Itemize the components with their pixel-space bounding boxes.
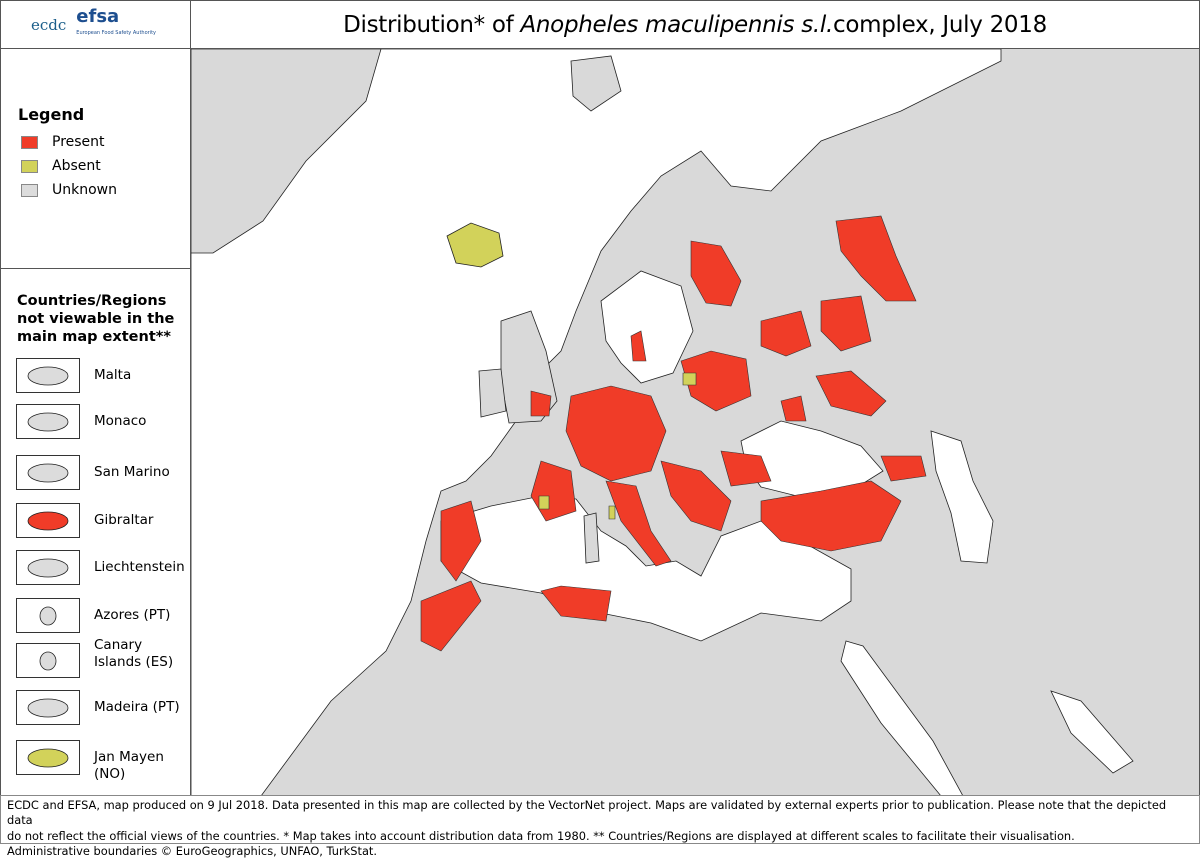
footer-line: ECDC and EFSA, map produced on 9 Jul 201… — [7, 798, 1167, 828]
title-prefix: Distribution* of — [343, 11, 514, 38]
region-ukraine — [780, 395, 807, 422]
ireland — [478, 368, 507, 418]
legend-label: Present — [52, 134, 105, 150]
legend-label: Unknown — [52, 182, 117, 198]
baltic-sea — [600, 270, 694, 384]
caspian-sea — [930, 430, 994, 564]
persian-gulf — [1050, 690, 1134, 774]
region-belarus — [680, 350, 752, 412]
inset-label: Monaco — [94, 413, 147, 429]
map-title: Distribution* of Anopheles maculipennis … — [190, 0, 1200, 49]
inset-madeira-pt — [16, 690, 80, 725]
footer-line: do not reflect the official views of the… — [7, 828, 1075, 843]
absent-regions — [538, 372, 697, 520]
region-italy — [605, 480, 672, 567]
region-turkey — [760, 480, 902, 552]
insets-panel: Countries/Regions not viewable in the ma… — [0, 268, 191, 796]
region-russia-central-2 — [820, 295, 872, 352]
inset-shape — [27, 698, 69, 718]
inset-label: Madeira (PT) — [94, 699, 180, 715]
legend-title: Legend — [18, 105, 85, 124]
red-sea — [840, 640, 963, 795]
region-morocco — [420, 580, 482, 652]
region-italy-absent — [608, 505, 616, 520]
inset-canary-islands-es — [16, 643, 80, 678]
logo-bar: ecdc efsa European Food Safety Authority — [0, 0, 191, 49]
region-central-europe — [565, 385, 667, 482]
seas — [191, 49, 1134, 795]
inset-jan-mayen-no — [16, 740, 80, 775]
region-russia-central-1 — [760, 310, 812, 357]
legend-item-present: Present — [18, 130, 190, 154]
footer-line: Administrative boundaries © EuroGeograph… — [7, 843, 378, 858]
inset-label: San Marino — [94, 464, 170, 480]
legend-label: Absent — [52, 158, 101, 174]
map-svg — [191, 49, 1134, 795]
inset-label: Liechtenstein — [94, 559, 185, 575]
insets-title: Countries/Regions not viewable in the ma… — [17, 293, 175, 345]
inset-shape — [27, 463, 69, 483]
inset-shape — [27, 558, 69, 578]
region-bulgaria-romania — [720, 450, 772, 487]
corsica-sardinia — [583, 512, 600, 564]
inset-san-marino — [16, 455, 80, 490]
region-north-russia — [835, 215, 917, 302]
iceland-absent — [446, 222, 504, 268]
greenland — [191, 49, 382, 254]
region-sweden — [630, 330, 647, 362]
inset-azores-pt — [16, 598, 80, 633]
legend: Legend Present Absent Unknown — [0, 48, 191, 269]
legend-item-absent: Absent — [18, 154, 190, 178]
inset-shape — [27, 412, 69, 432]
inset-label: Azores (PT) — [94, 607, 171, 623]
inset-label: Jan Mayen (NO) — [94, 749, 164, 782]
inset-malta — [16, 358, 80, 393]
inset-shape — [27, 511, 69, 531]
region-lithuania-absent — [682, 372, 697, 386]
inset-liechtenstein — [16, 550, 80, 585]
inset-gibraltar — [16, 503, 80, 538]
region-balkans — [660, 460, 732, 532]
present-swatch — [21, 135, 38, 149]
ecdc-logo: ecdc — [31, 15, 67, 34]
inset-shape — [27, 366, 69, 386]
region-iberia — [440, 500, 482, 582]
inset-shape — [27, 748, 69, 768]
region-russia-south — [815, 370, 887, 417]
region-france-absent — [538, 495, 550, 510]
region-algeria-tunisia — [540, 585, 612, 622]
svalbard — [570, 55, 622, 112]
region-northwest-russia — [690, 240, 742, 307]
inset-monaco — [16, 404, 80, 439]
footer-credits: ECDC and EFSA, map produced on 9 Jul 201… — [0, 795, 1200, 858]
unknown-swatch — [21, 183, 38, 197]
absent-swatch — [21, 159, 38, 173]
region-caucasus — [880, 455, 927, 482]
inset-label: Gibraltar — [94, 512, 154, 528]
map[interactable] — [190, 48, 1200, 796]
title-species: Anopheles maculipennis s.l. — [520, 11, 833, 38]
atlantic-arctic-ocean — [191, 49, 1002, 795]
inset-label: Canary Islands (ES) — [94, 637, 174, 670]
inset-shape — [39, 606, 57, 626]
inset-label: Malta — [94, 367, 132, 383]
efsa-logo: efsa European Food Safety Authority — [76, 5, 156, 36]
title-suffix: complex, July 2018 — [833, 11, 1047, 38]
region-england — [530, 390, 552, 417]
legend-item-unknown: Unknown — [18, 178, 190, 202]
inset-shape — [39, 651, 57, 671]
